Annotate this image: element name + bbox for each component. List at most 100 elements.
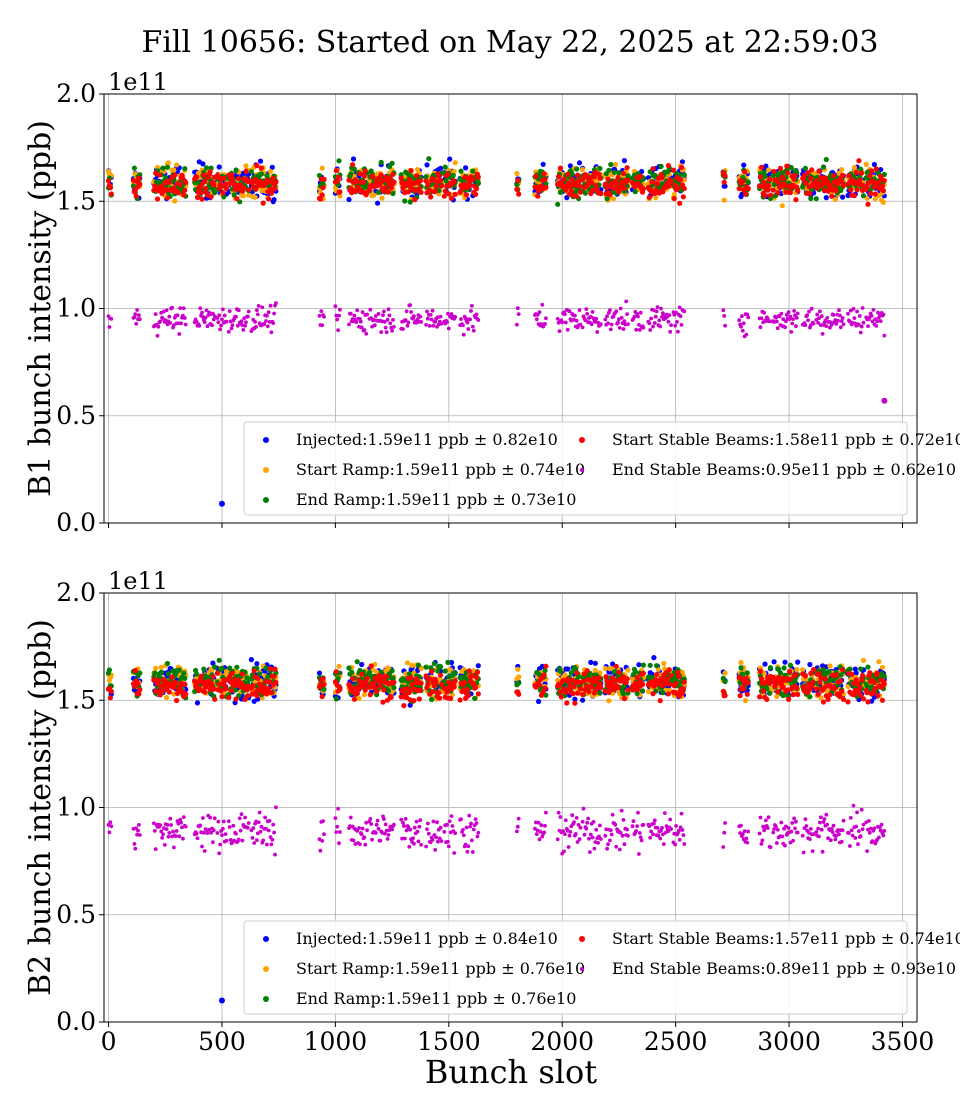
- point: [248, 657, 254, 663]
- point: [591, 174, 598, 180]
- y-tick-label: 0.5: [56, 401, 96, 430]
- point: [181, 192, 187, 198]
- outlier-point: [218, 500, 225, 507]
- point: [321, 681, 327, 688]
- series-start-stable-beams: [105, 158, 887, 207]
- point: [576, 183, 583, 189]
- point: [260, 200, 266, 206]
- point: [540, 161, 546, 167]
- point: [625, 312, 629, 316]
- point: [198, 189, 204, 196]
- point: [618, 306, 623, 311]
- point: [544, 316, 548, 321]
- point: [442, 164, 448, 170]
- point: [563, 312, 567, 317]
- point: [180, 176, 186, 182]
- point: [569, 176, 575, 182]
- point: [449, 312, 454, 316]
- point: [598, 191, 604, 197]
- point: [360, 189, 366, 195]
- point: [378, 159, 384, 165]
- point: [849, 671, 855, 677]
- point: [514, 186, 520, 192]
- point: [356, 186, 362, 192]
- point: [879, 183, 886, 189]
- point: [437, 695, 443, 701]
- point: [604, 196, 610, 202]
- point: [653, 187, 659, 193]
- point: [816, 321, 820, 325]
- point: [433, 320, 438, 324]
- point: [830, 173, 837, 179]
- point: [649, 316, 653, 321]
- point: [231, 192, 237, 198]
- point: [390, 171, 396, 177]
- point: [239, 319, 244, 324]
- point: [820, 699, 827, 705]
- point: [615, 684, 621, 691]
- point: [593, 182, 599, 188]
- point: [740, 314, 744, 319]
- point: [351, 166, 357, 172]
- point: [608, 308, 612, 313]
- point: [771, 181, 777, 188]
- point: [250, 683, 256, 689]
- point: [353, 178, 359, 184]
- point: [679, 690, 686, 696]
- point: [255, 312, 260, 317]
- point: [740, 328, 745, 333]
- point: [741, 321, 746, 326]
- point: [681, 172, 687, 178]
- point: [876, 659, 882, 665]
- point: [589, 180, 595, 186]
- point: [265, 324, 270, 329]
- point: [137, 313, 141, 318]
- point: [132, 667, 138, 674]
- point: [536, 698, 542, 705]
- point: [745, 179, 751, 185]
- point: [542, 685, 548, 691]
- point: [219, 665, 225, 672]
- point: [429, 696, 435, 703]
- point: [182, 187, 188, 193]
- point: [212, 696, 218, 702]
- point: [739, 324, 743, 329]
- point: [211, 311, 215, 316]
- point: [253, 186, 259, 192]
- panel-b2: 0 500 1000 1500 2000 2500 3000 35000.00.51.01.5…: [23, 567, 960, 1056]
- point: [860, 696, 867, 702]
- point: [475, 180, 481, 186]
- point: [254, 162, 260, 169]
- point: [317, 196, 323, 202]
- point: [515, 306, 520, 311]
- point: [408, 303, 413, 307]
- point: [425, 681, 431, 687]
- point: [414, 173, 420, 179]
- point: [823, 195, 829, 201]
- point: [871, 184, 878, 190]
- point: [268, 303, 273, 308]
- point: [233, 696, 239, 702]
- point: [182, 166, 188, 172]
- point: [767, 665, 774, 671]
- point: [809, 167, 815, 173]
- point: [164, 308, 169, 313]
- point: [614, 309, 619, 314]
- point: [258, 165, 264, 171]
- point: [229, 326, 234, 331]
- point: [872, 191, 878, 197]
- point: [360, 310, 365, 315]
- point: [463, 165, 469, 171]
- point: [270, 175, 276, 181]
- point: [316, 670, 323, 676]
- point: [653, 314, 658, 319]
- point: [362, 168, 368, 174]
- point: [677, 200, 683, 206]
- point: [515, 322, 519, 327]
- point: [859, 324, 864, 329]
- point: [209, 681, 215, 687]
- point: [680, 686, 687, 692]
- point: [576, 160, 583, 166]
- point: [783, 325, 787, 330]
- point: [742, 698, 749, 704]
